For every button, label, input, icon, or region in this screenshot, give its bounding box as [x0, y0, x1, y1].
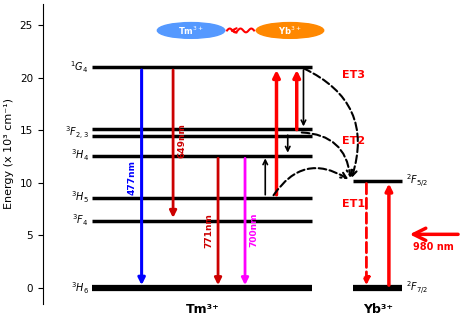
Text: 771nm: 771nm — [205, 213, 214, 248]
Text: 649nm: 649nm — [178, 123, 187, 158]
Circle shape — [256, 22, 324, 38]
Text: $^3H_4$: $^3H_4$ — [71, 148, 89, 163]
Text: $^1G_4$: $^1G_4$ — [70, 60, 89, 75]
Text: Tm³⁺: Tm³⁺ — [185, 303, 219, 316]
Text: ET3: ET3 — [342, 69, 365, 80]
Text: $^3H_5$: $^3H_5$ — [71, 190, 89, 205]
Text: 477nm: 477nm — [127, 160, 136, 195]
Text: Yb$^{3+}$: Yb$^{3+}$ — [278, 24, 302, 37]
Text: Tm$^{3+}$: Tm$^{3+}$ — [178, 24, 204, 37]
Text: $^3F_4$: $^3F_4$ — [72, 213, 89, 228]
Circle shape — [157, 22, 225, 38]
Text: 700nm: 700nm — [249, 213, 258, 247]
Y-axis label: Energy (x 10³ cm⁻¹): Energy (x 10³ cm⁻¹) — [4, 99, 14, 209]
Text: 980 nm: 980 nm — [413, 242, 454, 252]
Text: ET1: ET1 — [342, 199, 365, 209]
Text: $^2F_{5/2}$: $^2F_{5/2}$ — [406, 172, 428, 189]
Text: Yb³⁺: Yb³⁺ — [363, 303, 392, 316]
Text: $^3H_6$: $^3H_6$ — [71, 280, 89, 296]
Text: $^3F_{2,3}$: $^3F_{2,3}$ — [64, 124, 89, 141]
Text: ET2: ET2 — [342, 136, 365, 146]
Text: $^2F_{7/2}$: $^2F_{7/2}$ — [406, 279, 428, 296]
